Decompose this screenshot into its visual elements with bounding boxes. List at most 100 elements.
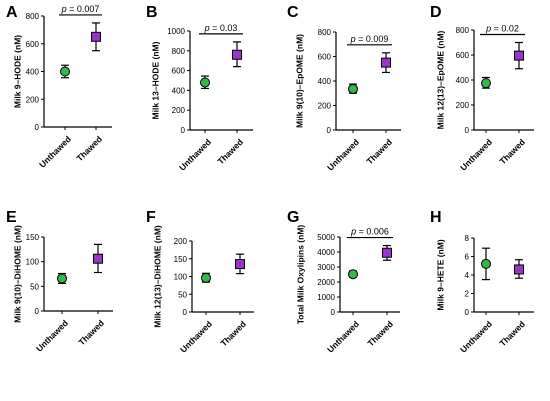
y-tick-label: 50 — [178, 290, 187, 299]
y-tick-label: 0 — [331, 308, 336, 317]
mean-point-unthawed — [348, 83, 358, 94]
x-category-label: Thawed — [364, 137, 393, 166]
y-tick-label: 200 — [318, 102, 332, 111]
mean-point-thawed — [381, 57, 391, 68]
y-axis-label: Milk 9(10)–EpOME (nM) — [294, 34, 304, 128]
y-tick-label: 0 — [181, 126, 186, 135]
x-category-label: Thawed — [76, 318, 105, 347]
mean-point-thawed — [93, 253, 103, 264]
p-value-label: p = 0.02 — [485, 24, 519, 34]
x-category-label: Thawed — [74, 134, 103, 163]
panel-h: H Milk 9–HETE (nM) 0 2 4 6 8 Unthawed Thawed — [430, 209, 534, 355]
x-category-label: Unthawed — [34, 318, 70, 354]
y-tick-label: 0 — [35, 123, 40, 132]
x-category-label: Thawed — [218, 319, 247, 348]
y-tick-label: 100 — [174, 273, 188, 282]
y-tick-label: 400 — [172, 86, 186, 95]
mean-point-unthawed — [60, 66, 70, 77]
y-tick-label: 150 — [174, 255, 188, 264]
panel-letter: G — [287, 209, 299, 226]
panel-letter: E — [6, 209, 17, 226]
panel-d: D Milk 12(13)–EpOME (nM) 0 200 400 600 800 Unth… — [430, 4, 534, 173]
y-tick-label: 100 — [26, 258, 40, 267]
x-category-label: Thawed — [215, 137, 244, 166]
panel-letter: C — [287, 4, 299, 21]
y-tick-label: 600 — [26, 40, 40, 49]
y-axis-label: Total Milk Oxylipins (nM) — [295, 225, 305, 325]
y-tick-label: 800 — [456, 26, 470, 35]
y-tick-label: 4 — [465, 271, 470, 280]
mean-point-unthawed — [481, 78, 491, 89]
p-value-label: p = 0.03 — [204, 23, 238, 33]
mean-point-thawed — [514, 264, 524, 275]
y-tick-label: 800 — [172, 47, 186, 56]
y-axis-label: Milk 9–HODE (nM) — [12, 35, 22, 108]
p-value-label: p = 0.006 — [350, 227, 389, 237]
panel-a: A Milk 9–HODE (nM) 0 200 400 600 800 Unthawed Th… — [6, 4, 112, 170]
panel-letter: F — [146, 209, 156, 226]
mean-point-thawed — [232, 49, 242, 60]
x-category-label: Unthawed — [458, 319, 494, 355]
y-tick-label: 0 — [35, 307, 40, 316]
y-tick-label: 800 — [318, 28, 332, 37]
y-tick-label: 400 — [318, 77, 332, 86]
y-tick-label: 150 — [26, 233, 40, 242]
mean-point-unthawed — [481, 258, 491, 269]
panel-letter: H — [430, 209, 442, 226]
y-tick-label: 400 — [26, 68, 40, 77]
x-category-label: Unthawed — [178, 319, 214, 355]
x-category-label: Unthawed — [177, 137, 213, 173]
y-tick-label: 5000 — [317, 233, 335, 242]
y-axis-label: Milk 13–HODE (nM) — [150, 41, 160, 119]
y-tick-label: 1000 — [317, 293, 335, 302]
y-tick-label: 50 — [30, 282, 39, 291]
mean-point-unthawed — [348, 269, 358, 280]
x-category-label: Unthawed — [37, 134, 73, 170]
mean-point-unthawed — [200, 77, 210, 88]
y-tick-label: 400 — [456, 76, 470, 85]
y-tick-label: 0 — [183, 308, 188, 317]
y-tick-label: 200 — [172, 106, 186, 115]
y-tick-label: 800 — [26, 12, 40, 21]
y-axis-label: Milk 12(13)–EpOME (nM) — [435, 30, 445, 129]
y-tick-label: 8 — [465, 234, 470, 243]
y-tick-label: 2 — [465, 290, 470, 299]
y-tick-label: 1000 — [167, 27, 185, 36]
y-axis-label: Milk 12(13)–DiHOME (nM) — [152, 225, 162, 328]
mean-point-thawed — [91, 31, 101, 42]
mean-point-unthawed — [201, 272, 211, 283]
panel-letter: D — [430, 4, 442, 21]
y-tick-label: 6 — [465, 253, 470, 262]
panel-b: B Milk 13–HODE (nM) 0 200 400 600 800 1000 Untha… — [146, 4, 253, 173]
panel-letter: B — [146, 4, 158, 21]
mean-point-unthawed — [57, 273, 67, 284]
mean-point-thawed — [514, 50, 524, 61]
p-value-label: p = 0.007 — [61, 4, 100, 14]
x-category-label: Thawed — [365, 319, 394, 348]
x-category-label: Thawed — [497, 137, 526, 166]
y-tick-label: 200 — [174, 237, 188, 246]
x-category-label: Unthawed — [458, 137, 494, 173]
panel-letter: A — [6, 4, 18, 21]
p-value-label: p = 0.009 — [350, 34, 389, 44]
y-tick-label: 600 — [456, 51, 470, 60]
mean-point-thawed — [235, 259, 245, 270]
y-tick-label: 600 — [172, 67, 186, 76]
mean-point-thawed — [382, 247, 392, 258]
y-tick-label: 2000 — [317, 278, 335, 287]
y-tick-label: 200 — [26, 95, 40, 104]
y-tick-label: 0 — [465, 126, 470, 135]
x-category-label: Unthawed — [325, 137, 361, 173]
y-tick-label: 0 — [327, 126, 332, 135]
y-tick-label: 200 — [456, 101, 470, 110]
x-category-label: Unthawed — [325, 319, 361, 355]
x-category-label: Thawed — [497, 319, 526, 348]
y-tick-label: 3000 — [317, 263, 335, 272]
panel-c: C Milk 9(10)–EpOME (nM) 0 200 400 600 800 Untha… — [287, 4, 401, 173]
y-axis-label: Milk 9(10)–DiHOME (nM) — [12, 225, 22, 323]
y-axis-label: Milk 9–HETE (nM) — [435, 239, 445, 310]
